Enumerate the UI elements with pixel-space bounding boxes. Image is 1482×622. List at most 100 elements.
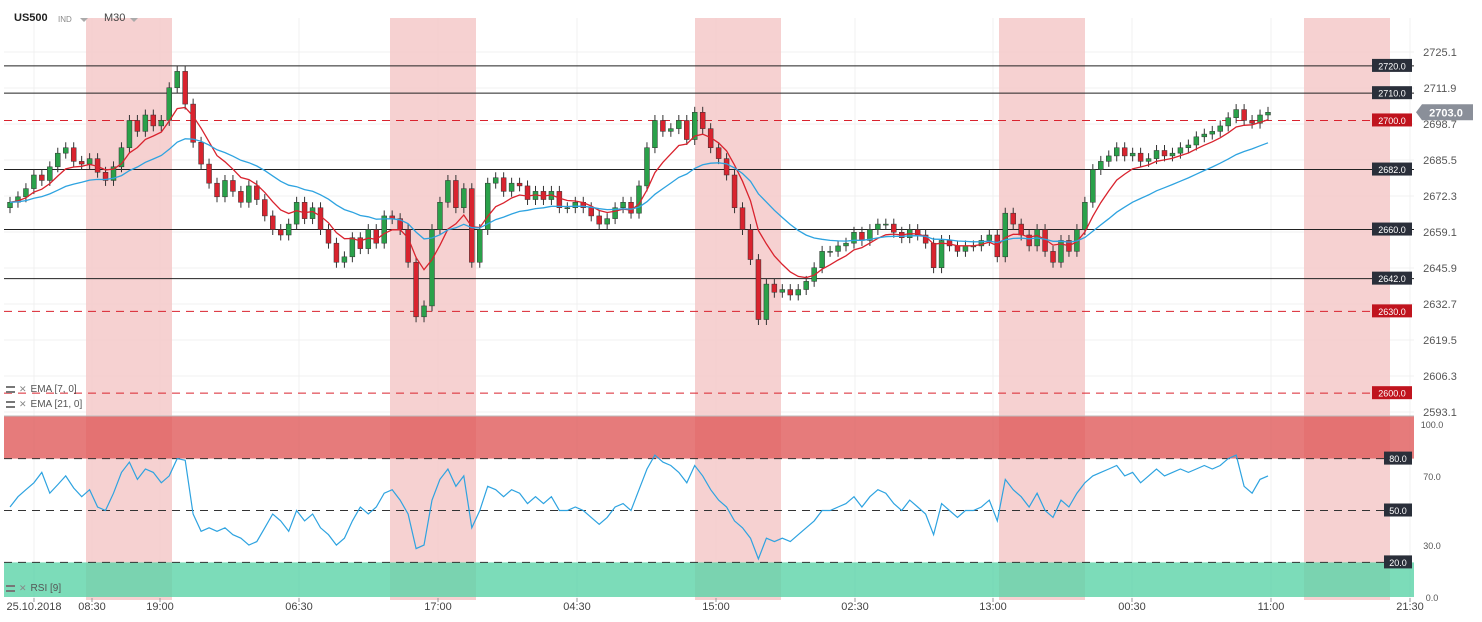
candle-body — [158, 120, 164, 127]
candle-body — [182, 71, 188, 105]
rsi-level-label: 20.0 — [1389, 558, 1407, 568]
candle-body — [636, 185, 642, 214]
rsi-label: RSI [9] — [30, 583, 62, 594]
candle-body — [325, 229, 332, 244]
candle-body — [150, 114, 157, 127]
level-badge-label: 2660.0 — [1378, 225, 1406, 235]
ema-slow-line — [9, 138, 1269, 244]
level-badge — [1372, 386, 1412, 400]
candle-body — [723, 158, 730, 176]
candle-body — [190, 103, 196, 143]
candle-body — [843, 242, 849, 247]
time-tick-label: 15:00 — [702, 601, 730, 613]
candle-body — [477, 229, 483, 263]
candle-body — [317, 207, 324, 230]
candle-body — [78, 161, 85, 165]
rsi-series-line — [9, 454, 1269, 561]
level-badge — [1372, 86, 1412, 100]
candle-body — [684, 120, 690, 140]
chevron-down-icon[interactable] — [80, 18, 88, 22]
candle-body — [731, 174, 738, 208]
axes: 2725.1 2711.9 2698.7 2685.5 2672.3 2659.1 2645… — [6, 47, 1473, 613]
close-icon[interactable]: ✕ — [19, 583, 27, 593]
candle-body — [349, 237, 356, 258]
current-price-label: 2703.0 — [1429, 107, 1463, 119]
candle-body — [699, 112, 706, 129]
rsi-legend[interactable]: ✕ RSI [9] — [6, 583, 61, 594]
candle-body — [883, 223, 889, 226]
candle-body — [445, 180, 451, 203]
close-icon[interactable]: ✕ — [19, 384, 27, 394]
rsi-line — [9, 454, 1269, 561]
candle-body — [835, 245, 841, 252]
candle-body — [134, 120, 141, 132]
rsi-tick-label: 0.0 — [1426, 593, 1439, 603]
candle-body — [461, 188, 467, 208]
price-tick-label: 2685.5 — [1423, 155, 1457, 167]
candle-body — [230, 180, 236, 192]
candle-body — [1026, 234, 1032, 247]
candle-body — [166, 87, 172, 121]
rsi-level-badge — [1384, 555, 1412, 569]
ema-fast-legend[interactable]: ✕ EMA [7, 0] — [6, 384, 77, 395]
candle-body — [572, 202, 579, 208]
level-lines: 2720.0 2710.0 2700.0 2682.0 2660.0 2642.0 2630… — [4, 58, 1414, 400]
candle-body — [262, 199, 268, 217]
candle-body — [660, 120, 666, 132]
candle-body — [596, 215, 602, 225]
candle-body — [1177, 147, 1184, 154]
candle-body — [222, 180, 228, 198]
time-tick-label: 11:00 — [1258, 601, 1285, 613]
candle-body — [1002, 212, 1008, 258]
level-badge-label: 2700.0 — [1378, 116, 1406, 126]
candle-body — [500, 177, 507, 192]
timeframe-label[interactable]: M30 — [104, 12, 126, 24]
instrument-type-label: IND — [58, 15, 72, 24]
candle-body — [341, 256, 348, 263]
session-band — [999, 18, 1085, 600]
rsi-tick-label: 70.0 — [1423, 472, 1441, 482]
chevron-down-icon[interactable] — [130, 18, 138, 22]
candle-body — [118, 147, 125, 168]
candle-body — [293, 202, 300, 225]
candle-body — [692, 112, 698, 140]
candle-body — [986, 234, 993, 241]
level-badge — [1372, 162, 1412, 176]
menu-icon[interactable] — [6, 401, 15, 408]
candle-body — [373, 229, 379, 244]
symbol-label[interactable]: US500 — [14, 12, 48, 24]
time-tick-label: 08:30 — [78, 601, 106, 613]
menu-icon[interactable] — [6, 386, 15, 393]
candle-body — [962, 245, 969, 252]
candle-body — [1225, 117, 1231, 127]
candle-body — [1249, 120, 1255, 124]
candle-body — [875, 223, 881, 230]
level-badge-label: 2710.0 — [1378, 89, 1406, 99]
candle-body — [1209, 131, 1215, 135]
candle-body — [47, 166, 53, 181]
candle-body — [1106, 155, 1112, 162]
candle-body — [620, 202, 626, 208]
level-badge — [1372, 222, 1412, 236]
price-tick-label: 2698.7 — [1423, 119, 1457, 131]
menu-icon[interactable] — [6, 585, 15, 592]
candle-body — [413, 262, 419, 318]
candle-body — [612, 207, 618, 219]
candle-body — [1257, 114, 1263, 124]
rsi-overbought-zone — [4, 416, 1414, 459]
rsi-level-badge — [1384, 451, 1412, 465]
close-icon[interactable]: ✕ — [19, 399, 27, 409]
candle-body — [142, 114, 149, 132]
candle-body — [1265, 112, 1271, 116]
rsi-level-badge — [1384, 503, 1412, 517]
candle-body — [1058, 240, 1064, 263]
price-tick-label: 2672.3 — [1423, 191, 1457, 203]
candle-body — [246, 185, 252, 203]
level-badge — [1372, 113, 1412, 127]
ema-fast-line — [9, 106, 1269, 279]
ema-slow-legend[interactable]: ✕ EMA [21, 0] — [6, 399, 82, 410]
time-tick-label: 00:30 — [1118, 601, 1146, 613]
candle-body — [301, 202, 308, 219]
rsi-oversold-zone — [4, 562, 1414, 597]
